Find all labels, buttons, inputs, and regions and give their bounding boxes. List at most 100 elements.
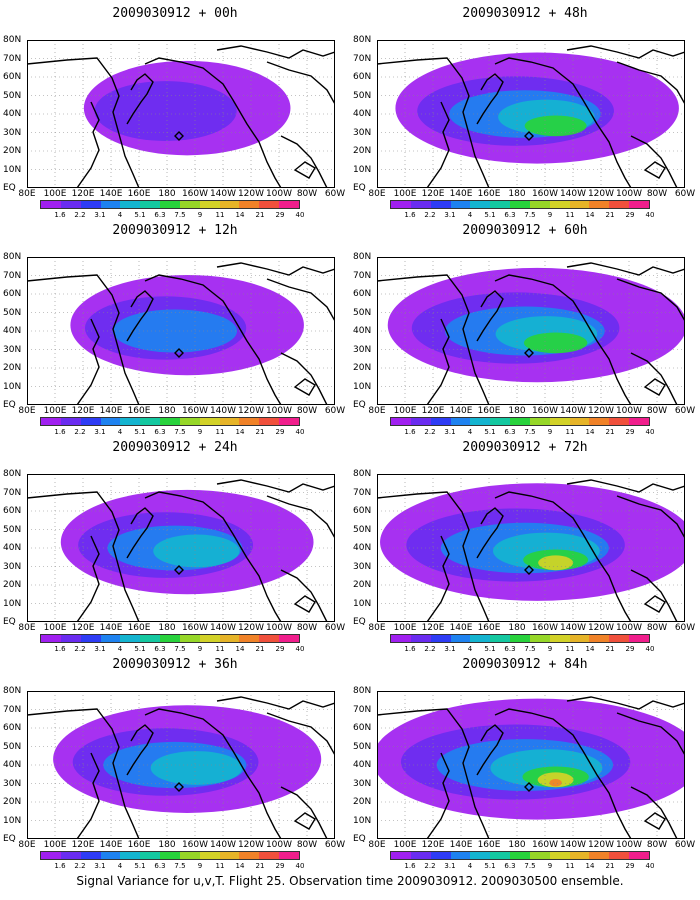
x-tick-label: 100E (43, 189, 67, 199)
x-tick-label: 180 (508, 189, 526, 199)
y-tick-label: EQ (353, 617, 366, 627)
y-tick-label: EQ (3, 834, 16, 844)
y-tick-label: 50N (3, 307, 22, 318)
colorbar-segment (239, 635, 260, 642)
y-tick-label: 50N (353, 307, 372, 318)
variance-map (377, 40, 685, 188)
colorbar-segment (41, 418, 61, 425)
x-tick-label: 140W (209, 406, 237, 416)
colorbar-label: 14 (235, 645, 245, 653)
y-tick-label: 60N (353, 289, 372, 299)
colorbar-segment (529, 852, 550, 859)
colorbar-segment (219, 201, 240, 208)
colorbar (390, 634, 650, 643)
colorbar-label: 7.5 (174, 862, 186, 870)
panel-title: 2009030912 + 72h (462, 440, 588, 455)
colorbar-label: 11 (215, 428, 225, 436)
x-tick-label: 80E (18, 840, 36, 850)
y-tick-label: 20N (353, 146, 372, 156)
y-tick-label: 20N (353, 580, 372, 590)
x-tick-label: 160E (477, 406, 501, 416)
colorbar-segment (199, 418, 220, 425)
colorbar-label: 40 (295, 211, 305, 219)
colorbar-segment (430, 201, 451, 208)
colorbar-label: 4 (467, 211, 473, 219)
panel-title: 2009030912 + 00h (112, 6, 238, 21)
y-tick-label: 70N (353, 53, 372, 64)
colorbar-segment (470, 635, 491, 642)
x-tick-label: 160E (477, 189, 501, 199)
panel-title: 2009030912 + 12h (112, 223, 238, 238)
y-tick-label: 40N (3, 109, 22, 119)
colorbar-segment (549, 418, 570, 425)
y-tick-label: 40N (353, 326, 372, 336)
colorbar-segment (120, 418, 141, 425)
colorbar-segment (160, 201, 180, 208)
colorbar-segment (239, 852, 260, 859)
colorbar-segment (549, 201, 570, 208)
variance-contour (549, 779, 562, 787)
colorbar-segment (490, 852, 511, 859)
colorbar-label: 11 (215, 211, 225, 219)
x-tick-label: 100E (393, 840, 417, 850)
colorbar-segment (160, 852, 180, 859)
colorbar (40, 634, 300, 643)
x-tick-label: 180 (508, 840, 526, 850)
map-panel: 2009030912 + 48h 80E 100E 120E 140E 160E 180 16… (353, 0, 695, 220)
x-tick-label: 60W (324, 189, 346, 199)
colorbar-segment (259, 201, 280, 208)
colorbar-segment (569, 635, 590, 642)
coastline (27, 45, 335, 188)
colorbar-label: 29 (625, 211, 635, 219)
y-tick-label: 40N (353, 760, 372, 770)
colorbar-label: 9 (547, 862, 553, 870)
y-tick-label: 60N (353, 506, 372, 516)
colorbar-labels: 1.6 2.2 3.1 4 5.1 6.3 7.5 9 11 14 21 29 40 (40, 645, 304, 655)
x-tick-label: 100E (393, 189, 417, 199)
x-tick-label: 120E (421, 406, 445, 416)
colorbar (390, 851, 650, 860)
colorbar-segment (140, 852, 161, 859)
colorbar-labels: 1.6 2.2 3.1 4 5.1 6.3 7.5 9 11 14 21 29 40 (40, 211, 304, 221)
map-frame (27, 474, 335, 622)
colorbar-label: 5.1 (134, 211, 146, 219)
y-tick-label: 40N (353, 543, 372, 553)
colorbar-segment (589, 201, 610, 208)
y-tick-label: 30N (3, 778, 22, 789)
colorbar (40, 851, 300, 860)
x-tick-label: 80W (296, 406, 318, 416)
colorbar-labels: 1.6 2.2 3.1 4 5.1 6.3 7.5 9 11 14 21 29 40 (390, 645, 654, 655)
colorbar-segment (391, 635, 411, 642)
colorbar-label: 29 (275, 428, 285, 436)
y-tick-label: EQ (353, 400, 366, 410)
variance-map (377, 691, 685, 839)
x-tick-label: 120W (237, 406, 265, 416)
y-tick-label: 70N (353, 704, 372, 715)
colorbar-segment (490, 201, 511, 208)
colorbar-label: 3.1 (444, 645, 456, 653)
colorbar-label: 14 (585, 428, 595, 436)
variance-contour (94, 81, 237, 141)
x-tick-label: 160W (531, 623, 559, 633)
colorbar-label: 40 (645, 645, 655, 653)
colorbar-segment (179, 201, 200, 208)
colorbar-label: 3.1 (94, 645, 106, 653)
colorbar-label: 40 (295, 428, 305, 436)
colorbar-label: 40 (645, 862, 655, 870)
colorbar-label: 4 (467, 645, 473, 653)
x-tick-label: 100W (615, 840, 643, 850)
x-tick-label: 80W (296, 189, 318, 199)
colorbar-label: 4 (117, 428, 123, 436)
colorbar-segment (391, 201, 411, 208)
colorbar-label: 7.5 (524, 862, 536, 870)
colorbar-label: 9 (197, 428, 203, 436)
colorbar-label: 29 (625, 645, 635, 653)
colorbar-label: 6.3 (154, 428, 166, 436)
colorbar-segment (259, 418, 280, 425)
x-tick-label: 140W (209, 189, 237, 199)
x-tick-label: 60W (324, 840, 346, 850)
colorbar-label: 5.1 (484, 428, 496, 436)
colorbar-segment (120, 635, 141, 642)
colorbar-label: 5.1 (484, 862, 496, 870)
x-tick-label: 100W (615, 623, 643, 633)
